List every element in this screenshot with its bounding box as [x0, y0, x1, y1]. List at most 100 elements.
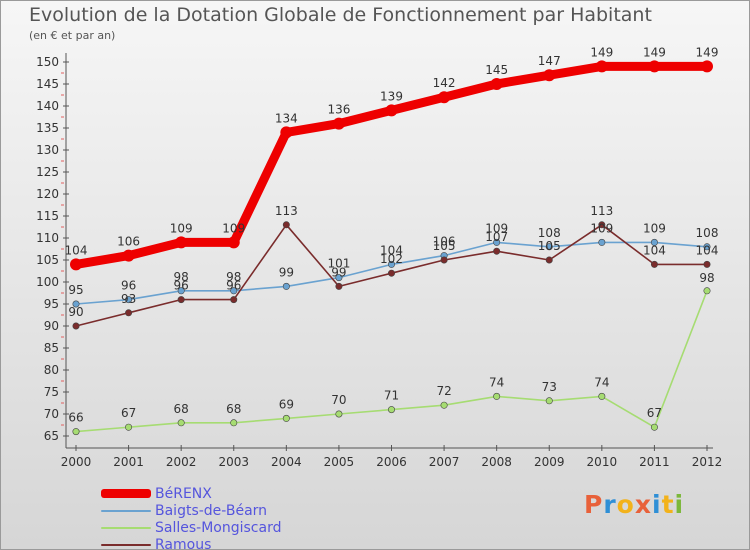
- data-point-berenx: [280, 126, 293, 139]
- x-tick-label: 2001: [113, 455, 144, 469]
- y-tick-label: 80: [44, 363, 59, 377]
- data-label: 96: [226, 279, 241, 293]
- data-point-3: [703, 260, 711, 268]
- data-point-2: [177, 419, 185, 427]
- y-tick-label: 150: [36, 55, 59, 69]
- y-tick-label: 125: [36, 165, 59, 179]
- data-point-2: [387, 406, 395, 414]
- y-tick-label: 85: [44, 341, 59, 355]
- data-point-berenx: [227, 236, 240, 249]
- data-point-2: [598, 392, 606, 400]
- logo-letter: i: [652, 490, 662, 519]
- data-label: 113: [275, 204, 298, 218]
- logo-letter: o: [616, 490, 635, 519]
- data-label: 109: [170, 221, 193, 235]
- data-point-1: [335, 274, 343, 282]
- legend-swatch-berenx: [101, 489, 151, 498]
- data-point-berenx: [543, 69, 556, 82]
- logo-letter: i: [674, 490, 685, 519]
- data-label: 93: [121, 292, 136, 306]
- data-label: 71: [384, 389, 399, 403]
- data-label: 68: [174, 402, 189, 416]
- data-label: 108: [696, 226, 719, 240]
- chart-subtitle: (en € et par an): [29, 29, 116, 42]
- data-point-2: [493, 392, 501, 400]
- data-label: 95: [68, 283, 83, 297]
- data-label: 104: [65, 243, 88, 257]
- data-label: 136: [327, 103, 350, 117]
- logo-letter: P: [584, 490, 604, 519]
- data-point-1: [387, 260, 395, 268]
- x-tick-label: 2010: [587, 455, 618, 469]
- logo-letter: t: [661, 490, 675, 519]
- data-point-1: [650, 238, 658, 246]
- x-tick-label: 2011: [639, 455, 670, 469]
- data-point-berenx: [490, 78, 503, 90]
- data-point-3: [440, 256, 448, 264]
- data-point-3: [493, 247, 501, 255]
- legend-label-ramous: Ramous: [155, 536, 212, 550]
- y-tick-label: 140: [36, 99, 59, 113]
- data-point-3: [282, 221, 290, 229]
- data-label: 145: [485, 63, 508, 77]
- data-point-berenx: [122, 249, 135, 262]
- chart-title: Evolution de la Dotation Globale de Fonc…: [29, 4, 652, 26]
- data-label: 68: [226, 402, 241, 416]
- x-tick-label: 2007: [429, 455, 460, 469]
- data-label: 109: [590, 221, 613, 235]
- data-point-1: [493, 238, 501, 246]
- data-label: 104: [696, 243, 719, 257]
- data-label: 106: [433, 235, 456, 249]
- data-point-3: [545, 256, 553, 264]
- data-point-berenx: [595, 60, 608, 73]
- data-label: 104: [380, 243, 403, 257]
- data-label: 149: [643, 45, 666, 59]
- legend-item-ramous: Ramous: [101, 536, 281, 550]
- x-tick-label: 2009: [534, 455, 565, 469]
- proxiti-logo: Proxiti: [584, 490, 684, 519]
- data-label: 74: [489, 375, 504, 389]
- data-label: 105: [433, 239, 456, 253]
- y-tick-label: 100: [36, 275, 59, 289]
- data-label: 107: [485, 230, 508, 244]
- data-point-berenx: [175, 236, 188, 249]
- y-tick-label: 145: [36, 77, 59, 91]
- data-label: 72: [436, 384, 451, 398]
- data-label: 101: [327, 257, 350, 271]
- y-tick-label: 120: [36, 187, 59, 201]
- data-point-2: [703, 287, 711, 295]
- data-label: 99: [279, 265, 294, 279]
- data-label: 105: [538, 239, 561, 253]
- x-tick-label: 2008: [481, 455, 512, 469]
- y-tick-label: 70: [44, 407, 59, 421]
- data-label: 108: [538, 226, 561, 240]
- data-label: 106: [117, 235, 140, 249]
- data-label: 67: [647, 406, 662, 420]
- data-label: 90: [68, 305, 83, 319]
- data-point-2: [282, 414, 290, 422]
- data-point-berenx: [438, 91, 451, 104]
- legend-label-salles: Salles-Mongiscard: [155, 519, 282, 536]
- data-point-3: [598, 221, 606, 229]
- data-point-1: [598, 238, 606, 246]
- data-point-3: [335, 282, 343, 290]
- data-label: 96: [174, 279, 189, 293]
- logo-letter: r: [603, 490, 617, 519]
- data-label: 66: [68, 411, 83, 425]
- data-point-berenx: [70, 258, 82, 271]
- y-tick-label: 130: [36, 143, 59, 157]
- data-point-1: [703, 243, 711, 251]
- data-point-berenx: [332, 117, 345, 130]
- data-point-2: [545, 397, 553, 405]
- y-tick-label: 95: [44, 297, 59, 311]
- data-label: 149: [696, 45, 719, 59]
- data-point-3: [177, 296, 185, 304]
- data-point-2: [440, 401, 448, 409]
- data-point-1: [177, 287, 185, 295]
- data-label: 147: [538, 54, 561, 68]
- data-label: 109: [643, 221, 666, 235]
- data-label: 96: [121, 279, 136, 293]
- legend-swatch-salles: [101, 526, 151, 529]
- data-label: 73: [542, 380, 557, 394]
